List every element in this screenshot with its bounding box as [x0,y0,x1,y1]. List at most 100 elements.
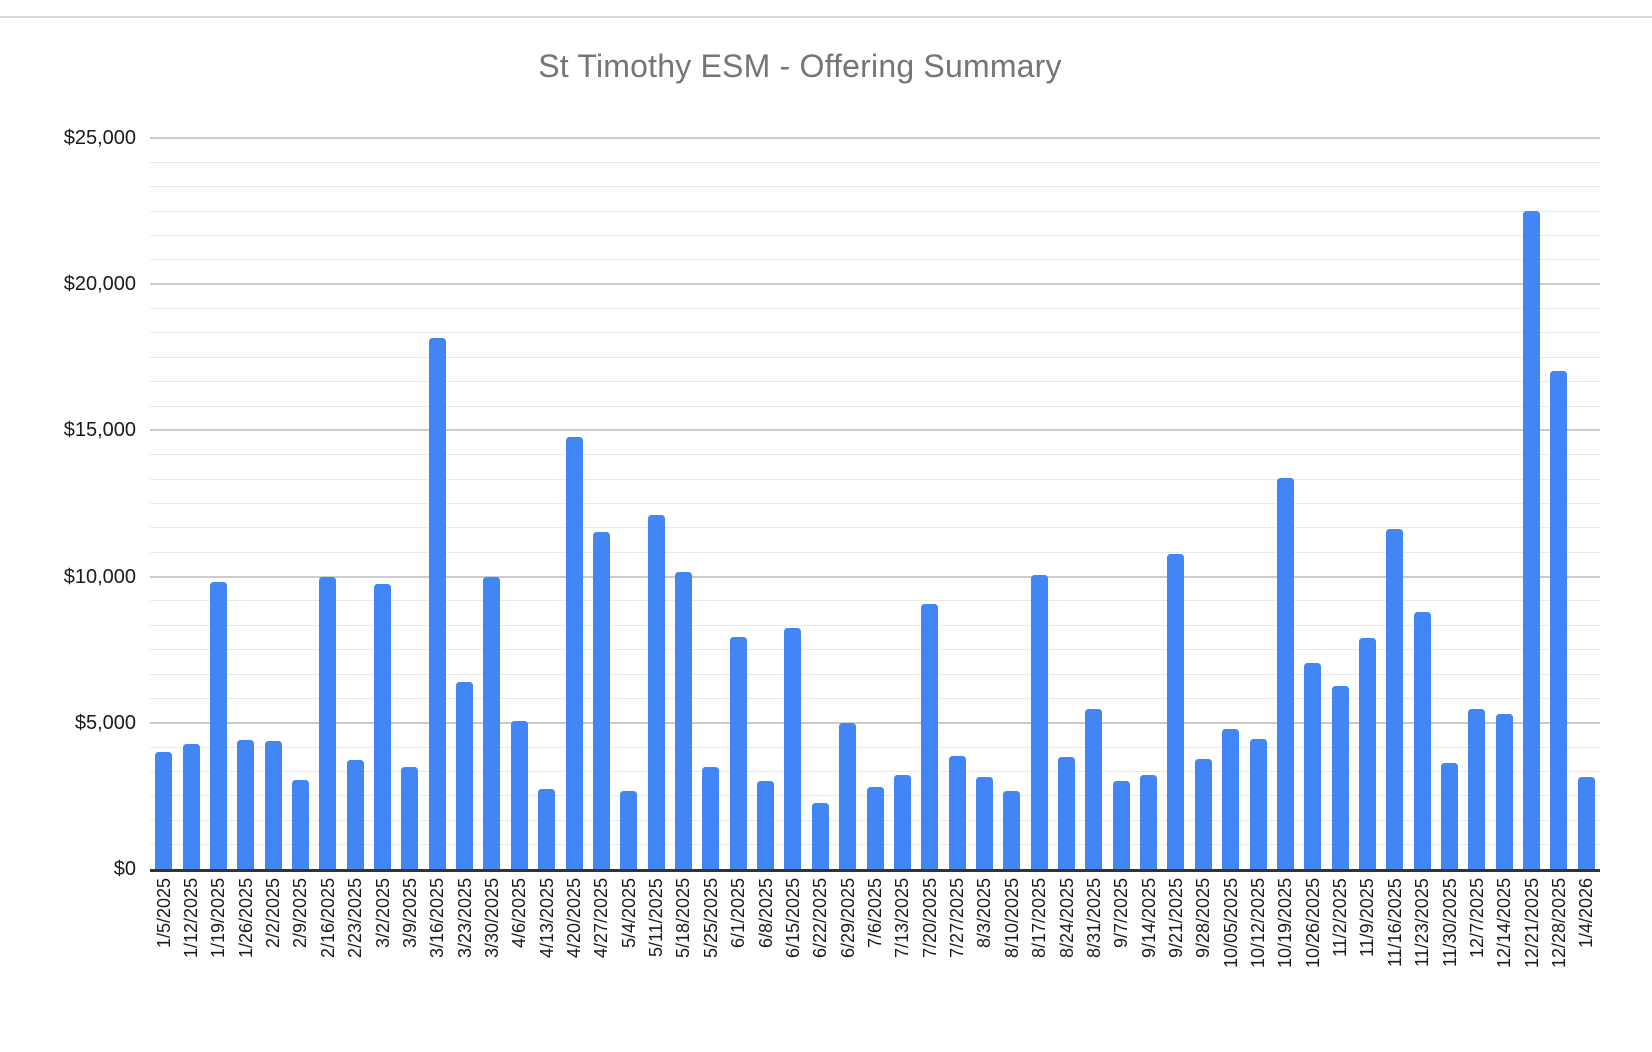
bar-8/10/2025[interactable] [1003,790,1021,869]
bar-1/4/2026[interactable] [1577,776,1595,869]
x-tick-label: 6/8/2025 [755,878,776,949]
y-tick-label: $15,000 [63,419,136,442]
bar-9/14/2025[interactable] [1140,775,1158,869]
bar-11/30/2025[interactable] [1441,762,1459,869]
bar-6/15/2025[interactable] [784,628,802,869]
bar-1/5/2025[interactable] [155,752,173,869]
x-tick-label: 10/26/2025 [1302,878,1323,969]
minor-gridline [150,746,1600,748]
minor-gridline [150,503,1600,504]
x-tick-label: 10/19/2025 [1275,878,1296,969]
bar-8/17/2025[interactable] [1030,574,1048,869]
bar-11/23/2025[interactable] [1413,611,1431,869]
x-tick-label: 11/30/2025 [1439,878,1460,967]
minor-gridline [150,600,1600,602]
bar-9/7/2025[interactable] [1112,781,1130,869]
y-tick-label: $25,000 [63,127,136,149]
bar-5/4/2025[interactable] [620,791,638,869]
bar-4/13/2025[interactable] [538,788,556,869]
bar-2/23/2025[interactable] [346,759,364,869]
bar-12/21/2025[interactable] [1523,210,1541,869]
x-tick-label: 7/27/2025 [947,878,968,959]
minor-gridline [150,356,1600,358]
minor-gridline [150,527,1600,529]
x-tick-label: 11/9/2025 [1357,878,1378,957]
bar-7/6/2025[interactable] [866,787,884,869]
bar-7/20/2025[interactable] [921,604,939,869]
bar-5/25/2025[interactable] [702,766,720,869]
bar-10/05/2025[interactable] [1222,728,1240,869]
y-tick-label: $10,000 [63,565,136,588]
bar-12/14/2025[interactable] [1495,714,1513,869]
bar-8/3/2025[interactable] [975,777,993,869]
bar-6/1/2025[interactable] [729,636,747,869]
major-gridline [150,283,1600,286]
plot-area [150,137,1600,872]
bar-3/23/2025[interactable] [456,682,474,869]
bar-3/16/2025[interactable] [428,337,446,869]
x-tick-label: 3/9/2025 [399,878,420,949]
bar-1/12/2025[interactable] [182,743,200,869]
x-tick-label: 7/20/2025 [919,878,940,959]
x-tick-label: 5/11/2025 [646,878,667,957]
bar-4/20/2025[interactable] [565,437,583,869]
y-tick-label: $0 [113,858,136,880]
x-tick-label: 1/5/2025 [153,878,174,949]
x-tick-label: 6/29/2025 [837,878,858,959]
bar-2/16/2025[interactable] [319,576,337,869]
bar-8/24/2025[interactable] [1058,756,1075,869]
bar-5/18/2025[interactable] [674,572,692,869]
x-tick-label: 11/16/2025 [1384,878,1405,967]
bar-1/19/2025[interactable] [209,582,227,869]
x-tick-label: 3/23/2025 [454,878,475,959]
x-tick-label: 9/7/2025 [1111,878,1132,949]
bar-6/22/2025[interactable] [811,802,829,869]
bar-5/11/2025[interactable] [647,515,665,869]
minor-gridline [150,771,1600,773]
bar-12/7/2025[interactable] [1468,709,1486,869]
x-tick-label: 8/3/2025 [974,878,995,949]
x-tick-label: 12/7/2025 [1466,878,1487,959]
bar-3/30/2025[interactable] [483,576,501,869]
minor-gridline [150,478,1600,480]
bar-2/2/2025[interactable] [264,741,282,869]
bar-3/2/2025[interactable] [374,583,392,869]
x-tick-label: 5/18/2025 [673,878,694,959]
x-tick-label: 8/24/2025 [1056,878,1077,959]
bar-11/2/2025[interactable] [1331,685,1349,869]
bar-11/9/2025[interactable] [1358,638,1376,869]
bar-10/26/2025[interactable] [1304,663,1322,869]
x-tick-label: 7/6/2025 [865,878,885,949]
x-tick-label: 9/21/2025 [1165,878,1186,959]
bar-4/27/2025[interactable] [592,531,610,869]
bar-4/6/2025[interactable] [510,721,528,869]
bar-10/19/2025[interactable] [1276,478,1294,869]
bar-7/13/2025[interactable] [893,774,911,869]
x-tick-label: 1/4/2026 [1576,878,1597,949]
bar-1/26/2025[interactable] [237,740,255,869]
bar-6/29/2025[interactable] [839,722,857,869]
x-tick-label: 1/12/2025 [181,878,202,959]
major-gridline [150,721,1600,724]
bar-8/31/2025[interactable] [1085,709,1103,869]
bar-12/28/2025[interactable] [1550,371,1568,869]
bar-7/27/2025[interactable] [948,756,966,869]
bar-9/28/2025[interactable] [1194,759,1212,869]
bar-10/12/2025[interactable] [1249,739,1267,869]
bar-11/16/2025[interactable] [1386,529,1404,869]
bar-9/21/2025[interactable] [1167,554,1185,869]
x-tick-label: 12/21/2025 [1521,878,1542,969]
x-tick-label: 4/6/2025 [509,878,530,949]
bar-2/9/2025[interactable] [291,780,309,869]
x-tick-label: 10/12/2025 [1248,878,1269,969]
minor-gridline [150,649,1600,651]
minor-gridline [150,697,1600,699]
minor-gridline [150,624,1600,626]
top-divider [0,16,1652,18]
x-tick-label: 4/20/2025 [564,878,585,959]
bar-3/9/2025[interactable] [401,767,419,869]
bar-6/8/2025[interactable] [757,781,775,869]
minor-gridline [150,381,1600,383]
x-tick-label: 1/19/2025 [208,878,229,959]
minor-gridline [150,308,1600,310]
